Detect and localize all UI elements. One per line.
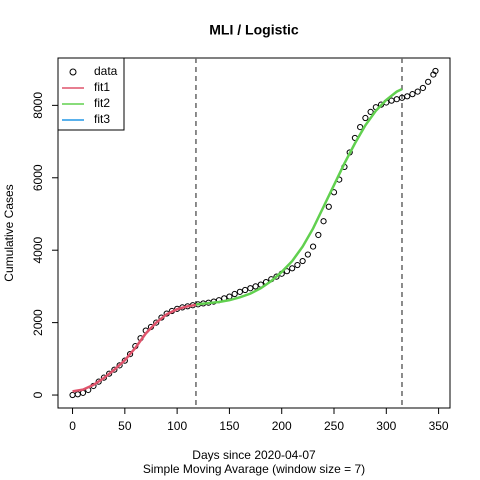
y-tick-label: 0 — [31, 391, 45, 398]
data-point — [388, 97, 395, 104]
data-point — [100, 374, 108, 381]
y-tick-label: 4000 — [31, 237, 45, 264]
data-point — [377, 101, 385, 108]
fit-line — [72, 303, 197, 393]
x-tick-label: 100 — [167, 419, 187, 433]
data-point — [404, 93, 411, 100]
chart-title: MLI / Logistic — [209, 22, 299, 38]
data-point — [153, 319, 160, 326]
x-axis-label: Days since 2020-04-07 — [192, 448, 316, 462]
x-tick-label: 300 — [376, 419, 396, 433]
y-axis-label: Cumulative Cases — [2, 184, 16, 281]
data-point — [242, 286, 249, 294]
data-point — [247, 285, 254, 292]
data-point — [95, 378, 102, 385]
data-point — [299, 257, 306, 265]
legend-label: fit2 — [94, 96, 110, 110]
data-point — [74, 391, 81, 398]
data-point — [357, 123, 364, 131]
data-point — [304, 251, 311, 258]
x-tick-label: 50 — [118, 419, 132, 433]
legend-label: fit1 — [94, 80, 110, 94]
x-tick-label: 150 — [219, 419, 239, 433]
data-point — [425, 78, 432, 85]
data-point — [106, 370, 113, 377]
subtitle: Simple Moving Avarage (window size = 7) — [143, 462, 365, 476]
x-tick-label: 250 — [324, 419, 344, 433]
data-point — [126, 351, 134, 358]
data-point — [294, 261, 301, 269]
data-point — [309, 243, 317, 250]
data-point — [320, 218, 327, 225]
data-point — [432, 67, 439, 75]
legend-label: data — [94, 64, 118, 78]
data-point — [283, 268, 291, 275]
data-point — [325, 203, 332, 210]
data-point — [419, 84, 427, 92]
x-tick-label: 0 — [69, 419, 76, 433]
x-tick-label: 200 — [272, 419, 292, 433]
data-point — [111, 366, 118, 373]
data-point — [362, 114, 369, 122]
data-point — [69, 391, 76, 399]
legend-box — [57, 57, 125, 131]
legend-label: fit3 — [94, 112, 110, 126]
data-point — [315, 231, 322, 239]
data-point — [116, 362, 123, 369]
fit-line — [195, 87, 403, 306]
data-point — [393, 96, 400, 103]
data-point — [121, 357, 128, 364]
data-point — [231, 290, 238, 298]
y-tick-label: 8000 — [31, 92, 45, 119]
legend-symbol — [69, 68, 77, 76]
data-point — [273, 273, 280, 280]
data-point — [414, 88, 421, 95]
data-point — [409, 91, 416, 98]
y-tick-label: 2000 — [31, 309, 45, 336]
data-point — [367, 108, 374, 115]
y-tick-label: 6000 — [31, 164, 45, 191]
x-tick-label: 350 — [429, 419, 449, 433]
data-point — [236, 288, 243, 295]
data-point — [252, 283, 259, 290]
data-point — [289, 265, 296, 272]
